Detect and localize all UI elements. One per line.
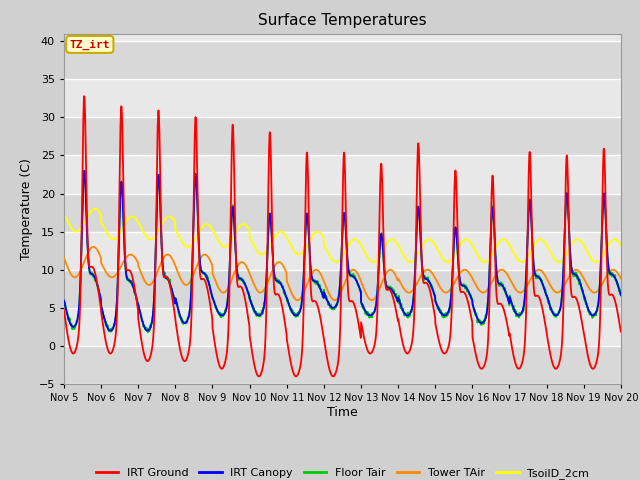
- Bar: [64, 270, 621, 308]
- Bar: [64, 308, 621, 346]
- Bar: [64, 156, 621, 193]
- Bar: [64, 79, 621, 118]
- Title: Surface Temperatures: Surface Temperatures: [258, 13, 427, 28]
- Bar: [64, 346, 621, 384]
- X-axis label: Time: Time: [327, 406, 358, 419]
- Bar: [64, 193, 621, 232]
- Bar: [64, 232, 621, 270]
- Bar: [64, 118, 621, 156]
- Text: TZ_irt: TZ_irt: [70, 39, 110, 49]
- Y-axis label: Temperature (C): Temperature (C): [20, 158, 33, 260]
- Legend: IRT Ground, IRT Canopy, Floor Tair, Tower TAir, TsoilD_2cm: IRT Ground, IRT Canopy, Floor Tair, Towe…: [91, 464, 594, 480]
- Bar: [64, 41, 621, 79]
